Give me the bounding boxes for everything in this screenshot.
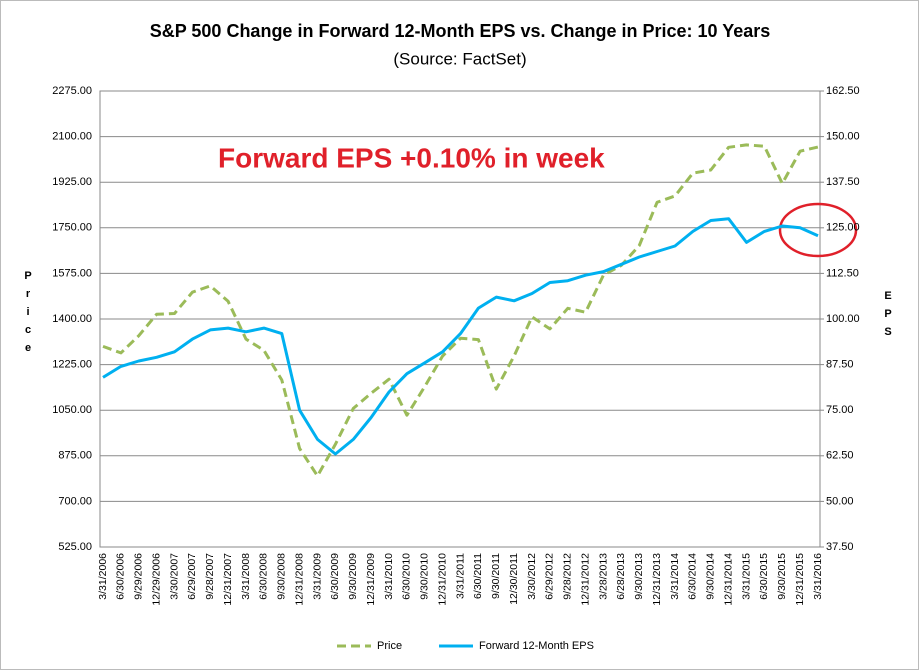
y2-tick-label: 125.00 [826,222,860,234]
annotation: Forward EPS +0.10% in week [218,142,605,173]
chart-subtitle: (Source: FactSet) [393,49,526,68]
x-tick-label: 3/31/2011 [454,553,466,599]
y2-tick-label: 150.00 [826,131,860,143]
y-tick-label: 1400.00 [52,313,92,325]
x-tick-label: 12/31/2009 [365,553,377,606]
x-tick-label: 6/29/2012 [544,553,556,600]
x-tick-label: 9/30/2013 [633,553,645,600]
x-tick-label: 6/30/2009 [329,553,341,600]
y2-tick-label: 75.00 [826,404,854,416]
y-tick-label: 525.00 [58,541,92,553]
x-tick-label: 12/31/2008 [293,553,305,606]
x-tick-label: 12/31/2015 [794,553,806,606]
x-tick-label: 9/28/2012 [562,553,574,600]
x-tick-label: 3/31/2016 [812,553,824,600]
x-tick-label: 3/31/2010 [383,553,395,600]
y-tick-label: 1225.00 [52,359,92,371]
y-tick-label: 2100.00 [52,131,92,143]
y2-axis-title-box: EPS [882,290,894,344]
y-tick-label: 1575.00 [52,267,92,279]
x-tick-label: 9/30/2010 [419,553,431,600]
x-tick-label: 3/30/2012 [526,553,538,600]
y-tick-label: 1750.00 [52,222,92,234]
x-tick-label: 12/31/2013 [651,553,663,606]
y2-tick-label: 50.00 [826,495,854,507]
y-tick-label: 1925.00 [52,176,92,188]
y2-tick-label: 137.50 [826,176,860,188]
x-tick-label: 3/31/2015 [740,553,752,600]
x-tick-label: 12/31/2007 [222,553,234,606]
x-tick-label: 12/31/2012 [579,553,591,606]
y2-tick-label: 162.50 [826,85,860,97]
x-tick-label: 6/30/2014 [687,553,699,600]
x-tick-label: 6/28/2013 [615,553,627,600]
y2-tick-label: 112.50 [826,267,859,279]
y2-tick-label: 37.50 [826,541,854,553]
chart-title: S&P 500 Change in Forward 12-Month EPS v… [150,21,771,41]
x-tick-label: 3/31/2006 [97,553,109,600]
x-tick-label: 12/31/2014 [722,553,734,606]
x-tick-label: 3/31/2014 [669,553,681,600]
x-tick-label: 3/28/2013 [597,553,609,600]
y-tick-label: 1050.00 [52,404,92,416]
x-tick-label: 6/30/2011 [472,553,484,599]
x-tick-label: 9/30/2008 [276,553,288,600]
y-axis-title-box: Price [22,270,34,360]
x-tick-label: 6/30/2006 [115,553,127,600]
series-line [102,217,819,456]
x-tick-label: 9/29/2006 [133,553,145,600]
y2-axis-title: EPS [882,290,894,344]
y-axis-title: Price [22,270,34,360]
x-tick-label: 6/30/2010 [401,553,413,600]
x-tick-label: 9/28/2007 [204,553,216,600]
y2-tick-label: 87.50 [826,359,854,371]
x-tick-label: 12/30/2011 [508,553,520,605]
x-tick-label: 9/30/2011 [490,553,502,599]
y-tick-label: 2275.00 [52,85,92,97]
x-tick-label: 3/31/2008 [240,553,252,600]
x-tick-label: 3/31/2009 [311,553,323,600]
x-tick-label: 6/30/2008 [258,553,270,600]
x-tick-label: 12/31/2010 [436,553,448,606]
x-tick-label: 6/29/2007 [186,553,198,600]
x-tick-label: 9/30/2015 [776,553,788,600]
x-tick-label: 3/30/2007 [168,553,180,600]
highlight-circle [778,202,858,258]
y2-tick-label: 62.50 [826,450,854,462]
y2-tick-label: 100.00 [826,313,860,325]
series-line [102,143,819,478]
y-tick-label: 700.00 [58,495,92,507]
y-tick-label: 875.00 [58,450,92,462]
legend-label: Price [377,640,402,652]
x-tick-label: 12/29/2006 [150,553,162,606]
x-tick-label: 6/30/2015 [758,553,770,600]
legend-label: Forward 12-Month EPS [479,640,594,652]
x-tick-label: 9/30/2014 [705,553,717,600]
x-tick-label: 9/30/2009 [347,553,359,600]
